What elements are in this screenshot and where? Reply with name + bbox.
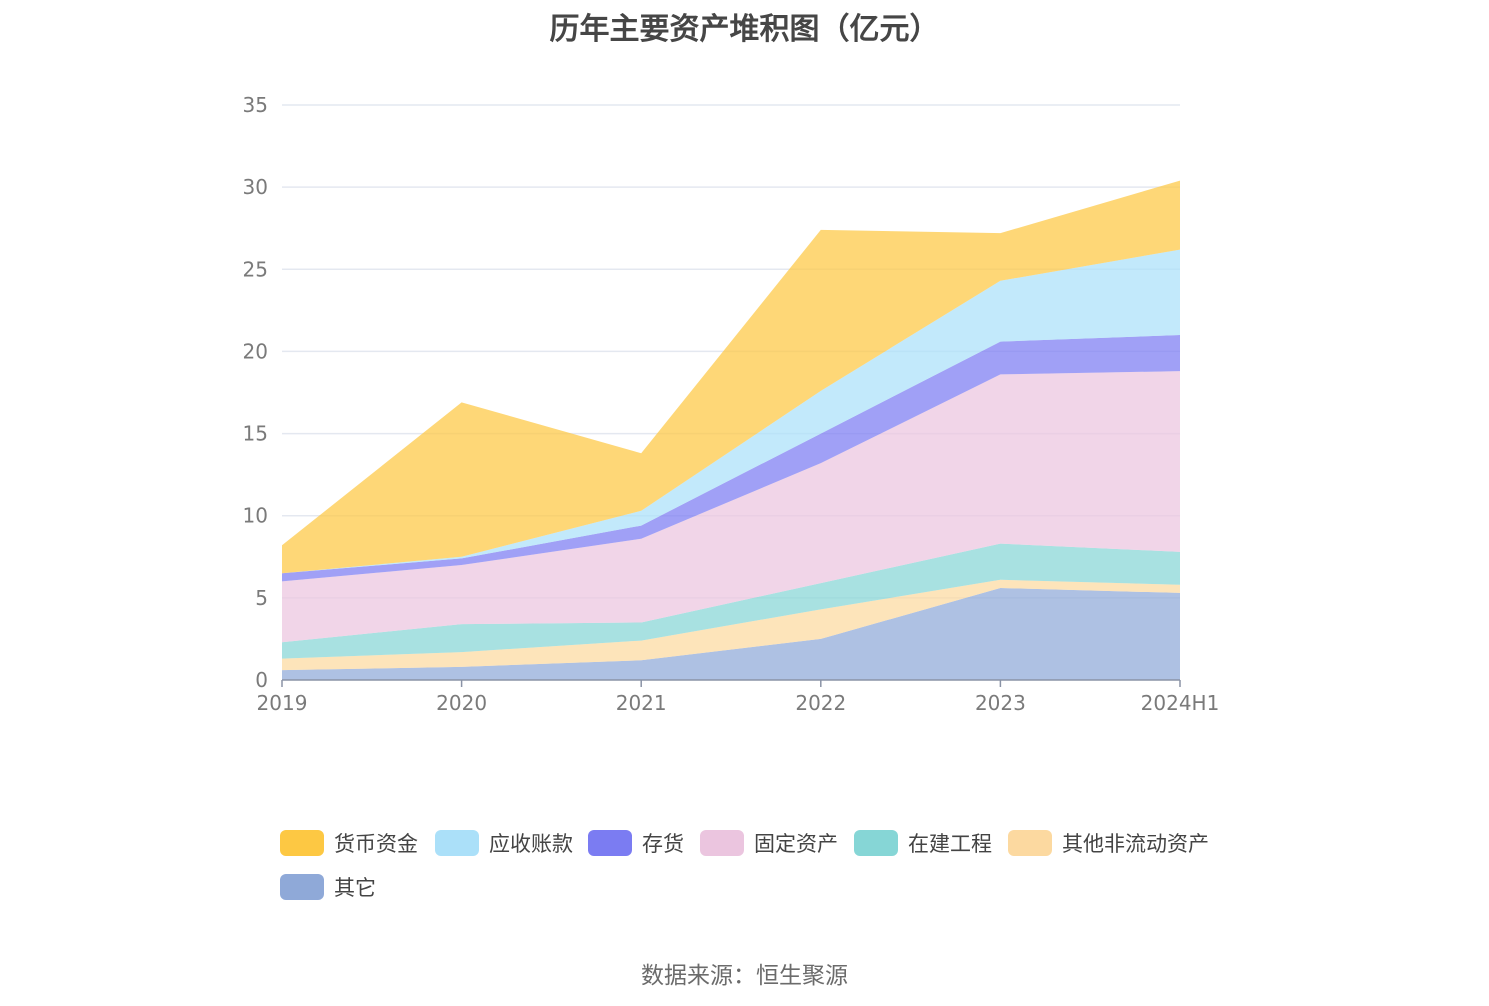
y-tick-label: 0 [255, 668, 268, 692]
legend-item[interactable]: 存货 [588, 828, 684, 858]
legend-swatch [435, 830, 479, 856]
area-在建工程 [282, 543, 1180, 659]
legend-swatch [588, 830, 632, 856]
area-固定资产 [282, 371, 1180, 643]
y-tick-label: 15 [243, 422, 268, 446]
legend-swatch [280, 874, 324, 900]
legend-swatch [1008, 830, 1052, 856]
y-tick-label: 35 [243, 93, 268, 117]
x-tick-label: 2022 [795, 691, 846, 715]
legend-label: 在建工程 [908, 832, 992, 856]
legend-item[interactable]: 其他非流动资产 [1008, 828, 1209, 858]
y-tick-label: 30 [243, 175, 268, 199]
area-其他非流动资产 [282, 579, 1180, 671]
legend-label: 固定资产 [754, 832, 838, 856]
y-tick-label: 20 [243, 339, 268, 363]
legend-label: 应收账款 [489, 832, 573, 856]
legend-item[interactable]: 应收账款 [435, 828, 573, 858]
chart-title: 历年主要资产堆积图（亿元） [549, 12, 940, 47]
legend-item[interactable]: 固定资产 [700, 828, 838, 858]
legend-swatch [280, 830, 324, 856]
legend-label: 存货 [642, 832, 684, 856]
area-存货 [282, 335, 1180, 582]
legend-swatch [700, 830, 744, 856]
legend-swatch [854, 830, 898, 856]
y-tick-label: 25 [243, 257, 268, 281]
legend-item[interactable]: 在建工程 [854, 828, 992, 858]
x-tick-label: 2023 [975, 691, 1026, 715]
legend-label: 货币资金 [334, 832, 418, 856]
y-tick-label: 10 [243, 504, 268, 528]
area-series [282, 180, 1180, 680]
legend-label: 其他非流动资产 [1062, 832, 1209, 856]
y-tick-label: 5 [255, 586, 268, 610]
x-tick-label: 2021 [616, 691, 667, 715]
area-应收账款 [282, 249, 1180, 574]
area-其它 [282, 588, 1180, 680]
x-tick-label: 2019 [257, 691, 308, 715]
x-tick-label: 2024H1 [1141, 691, 1220, 715]
x-tick-label: 2020 [436, 691, 487, 715]
axes: 0 5 10 15 20 25 30 35 2019 2020 2021 2022 2023 2024H1 [243, 93, 1220, 715]
legend-item[interactable]: 货币资金 [280, 828, 418, 858]
source-note: 数据来源：恒生聚源 [641, 963, 848, 989]
legend-item[interactable]: 其它 [280, 872, 376, 902]
area-货币资金 [282, 180, 1180, 574]
legend-label: 其它 [334, 876, 376, 900]
